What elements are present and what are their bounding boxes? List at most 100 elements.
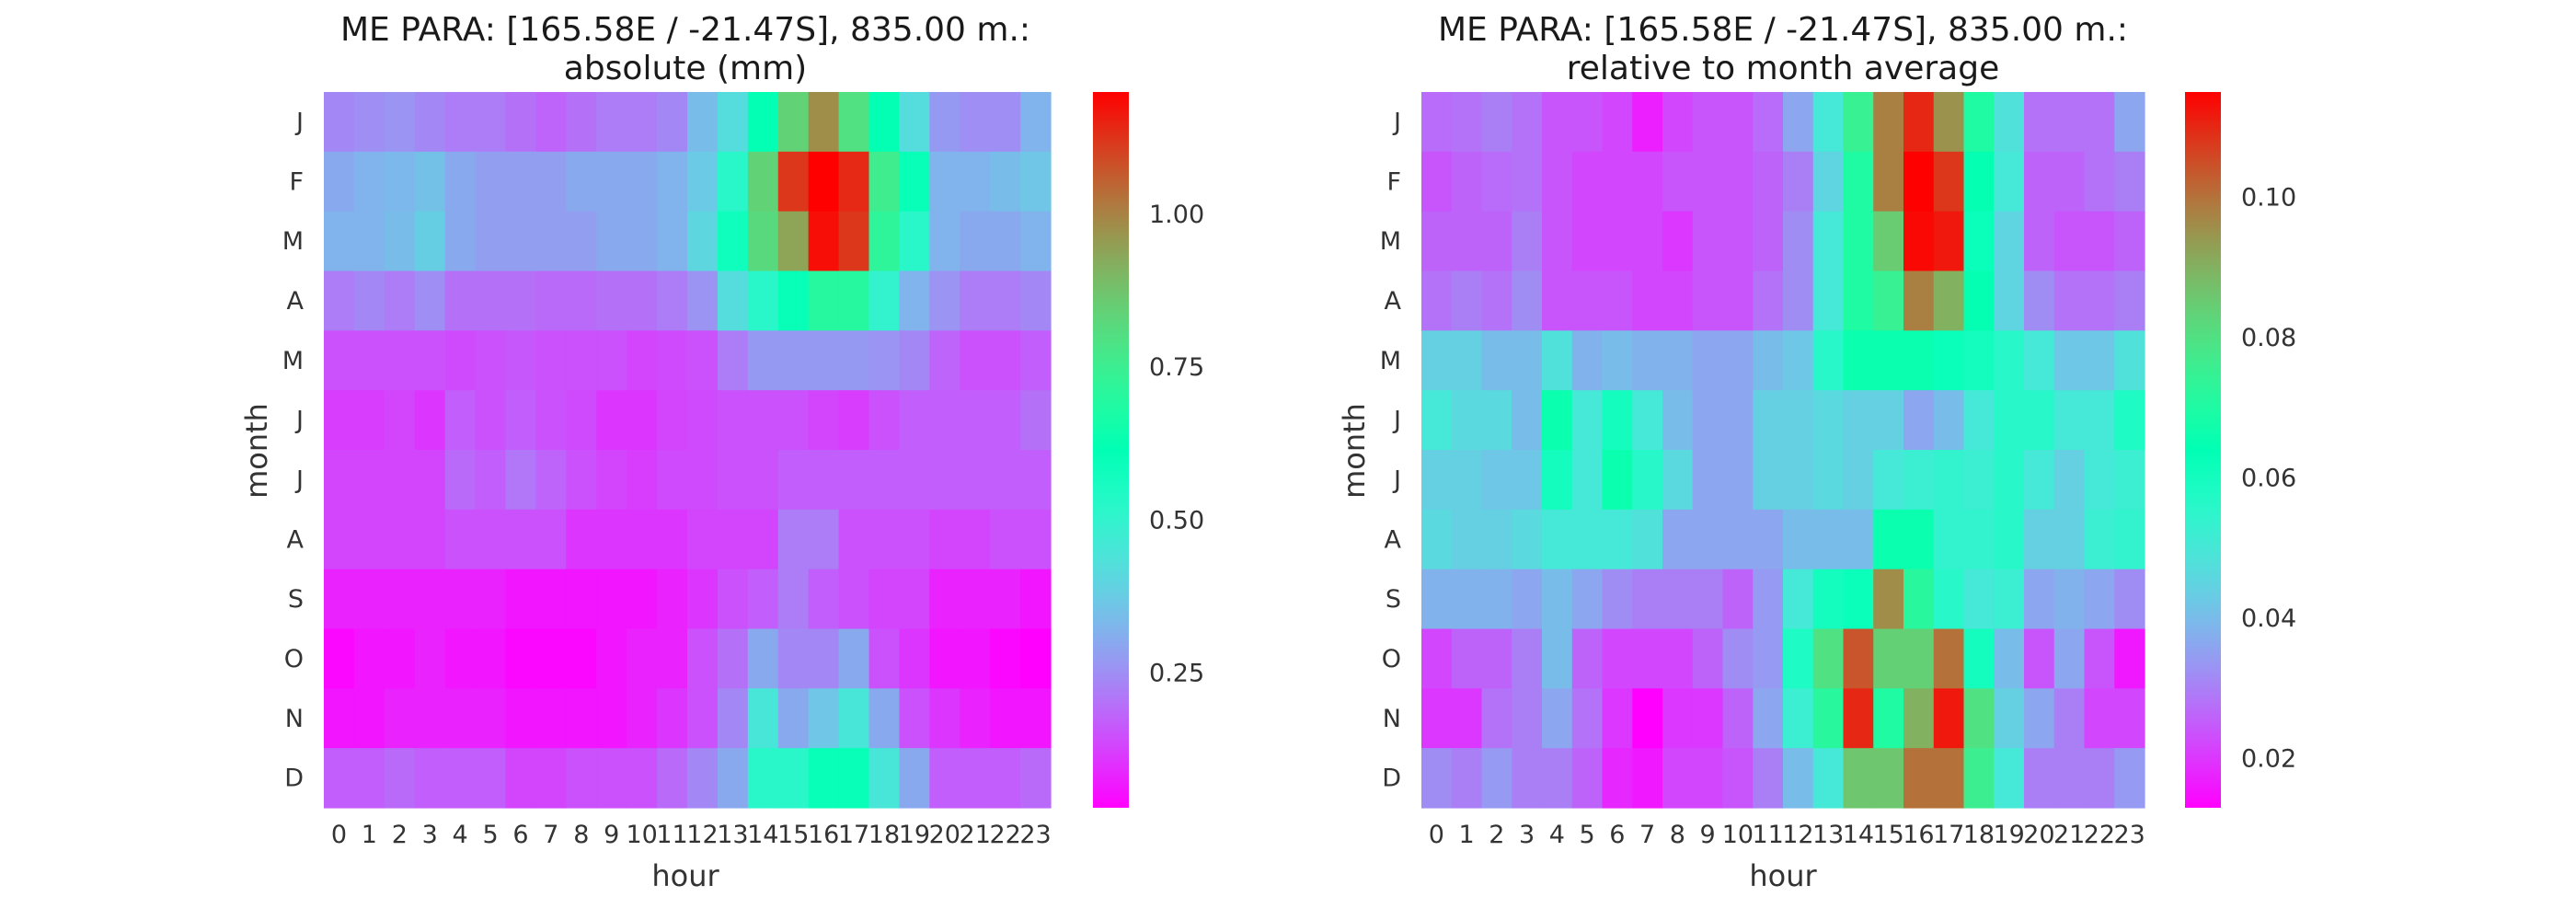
heatmap-cell [1873,628,1904,689]
heatmap-cell [1812,151,1845,213]
heatmap-cell [1994,390,2025,451]
heatmap-cell [505,450,537,511]
heatmap-cell [2114,569,2145,630]
heatmap-cell [1692,628,1724,689]
x-tick-label: 12 [1782,821,1813,849]
heatmap-cell [1903,509,1935,570]
heatmap-cell [1662,330,1694,391]
heatmap-cell [1662,509,1694,570]
heatmap-cell [2084,509,2115,570]
x-tick-label: 9 [1700,821,1716,849]
heatmap-cell [990,151,1021,213]
heatmap-cell [1903,569,1935,630]
heatmap-cell [1421,211,1453,272]
heatmap-cell [960,688,991,749]
heatmap-cell [1662,151,1694,213]
heatmap-cell [1692,211,1724,272]
heatmap-cell [1903,688,1935,749]
heatmap-cell [808,569,840,630]
heatmap-cell [475,688,507,749]
y-tick-label: M [1380,347,1401,375]
x-tick-label: 20 [929,821,960,849]
y-tick-label: M [282,227,304,256]
heatmap-cell [1903,270,1935,331]
heatmap-cell [596,628,627,689]
heatmap-cell [627,628,658,689]
heatmap-cell [687,330,719,391]
heatmap-cell [596,330,627,391]
heatmap-cells [1421,92,2145,809]
heatmap-cell [1994,569,2025,630]
heatmap-cell [505,270,537,331]
heatmap-cell [1963,450,1995,511]
heatmap-cell [1753,390,1784,451]
heatmap-cell [1451,628,1483,689]
heatmap-cell [687,569,719,630]
y-tick-label: N [285,705,304,733]
heatmap-cell [687,92,719,153]
heatmap-cell [2053,688,2086,749]
heatmap-cell [1873,270,1904,331]
heatmap-cell [1451,688,1483,749]
heatmap-cell [2084,270,2115,331]
heatmap-cell [1542,688,1573,749]
heatmap-cell [566,390,597,451]
x-tick-label: 7 [1639,821,1655,849]
heatmap-cell [566,211,597,272]
heatmap-cell [960,211,991,272]
heatmap-cell [475,211,507,272]
heatmap-cell [1873,748,1904,809]
heatmap-cell [1481,330,1512,391]
heatmap-cell [414,92,446,153]
heatmap-cell [1873,450,1904,511]
heatmap-cell [960,628,991,689]
heatmap-cell [1481,390,1512,451]
heatmap-cell [1451,330,1483,391]
heatmap-cell [747,390,779,451]
heatmap-cell [1963,390,1995,451]
y-tick-label: D [284,765,304,793]
heatmap-cell [990,211,1021,272]
heatmap-cells [324,92,1052,809]
heatmap-cell [2053,390,2086,451]
y-tick-labels: J F M A M J J A S O N D [282,108,305,792]
heatmap-cell [777,270,810,331]
heatmap-cell [1722,211,1754,272]
heatmap-cell [2084,628,2115,689]
y-tick-label: D [1382,765,1401,793]
heatmap-cell [2053,270,2086,331]
heatmap-cell [1542,628,1573,689]
heatmap-cell [353,390,385,451]
heatmap-cell [657,509,688,570]
heatmap-cell [505,92,537,153]
heatmap-cell [899,569,930,630]
heatmap-cell [1020,628,1052,689]
heatmap-cell [475,92,507,153]
heatmap-cell [1481,151,1512,213]
heatmap-cell [1783,688,1814,749]
heatmap-cell [475,509,507,570]
heatmap-cell [1994,688,2025,749]
heatmap-cell [1722,92,1754,153]
heatmap-cell [2114,390,2145,451]
heatmap-cell [596,211,627,272]
heatmap-cell [1963,270,1995,331]
heatmap-cell [717,509,749,570]
heatmap-cell [1722,151,1754,213]
heatmap-cell [868,92,901,153]
heatmap-cell [990,748,1021,809]
heatmap-cell [1843,509,1874,570]
heatmap-cell [960,151,991,213]
heatmap-cell [444,92,477,153]
heatmap-cell [1994,628,2025,689]
heatmap-cell [1753,569,1784,630]
heatmap-cell [1903,748,1935,809]
x-tick-label: 13 [1812,821,1844,849]
heatmap-cell [1451,748,1483,809]
heatmap-cell [717,390,749,451]
heatmap-cell [929,748,960,809]
heatmap-cell [1632,509,1663,570]
y-axis-label: month [239,403,274,499]
heatmap-cell [2114,211,2145,272]
